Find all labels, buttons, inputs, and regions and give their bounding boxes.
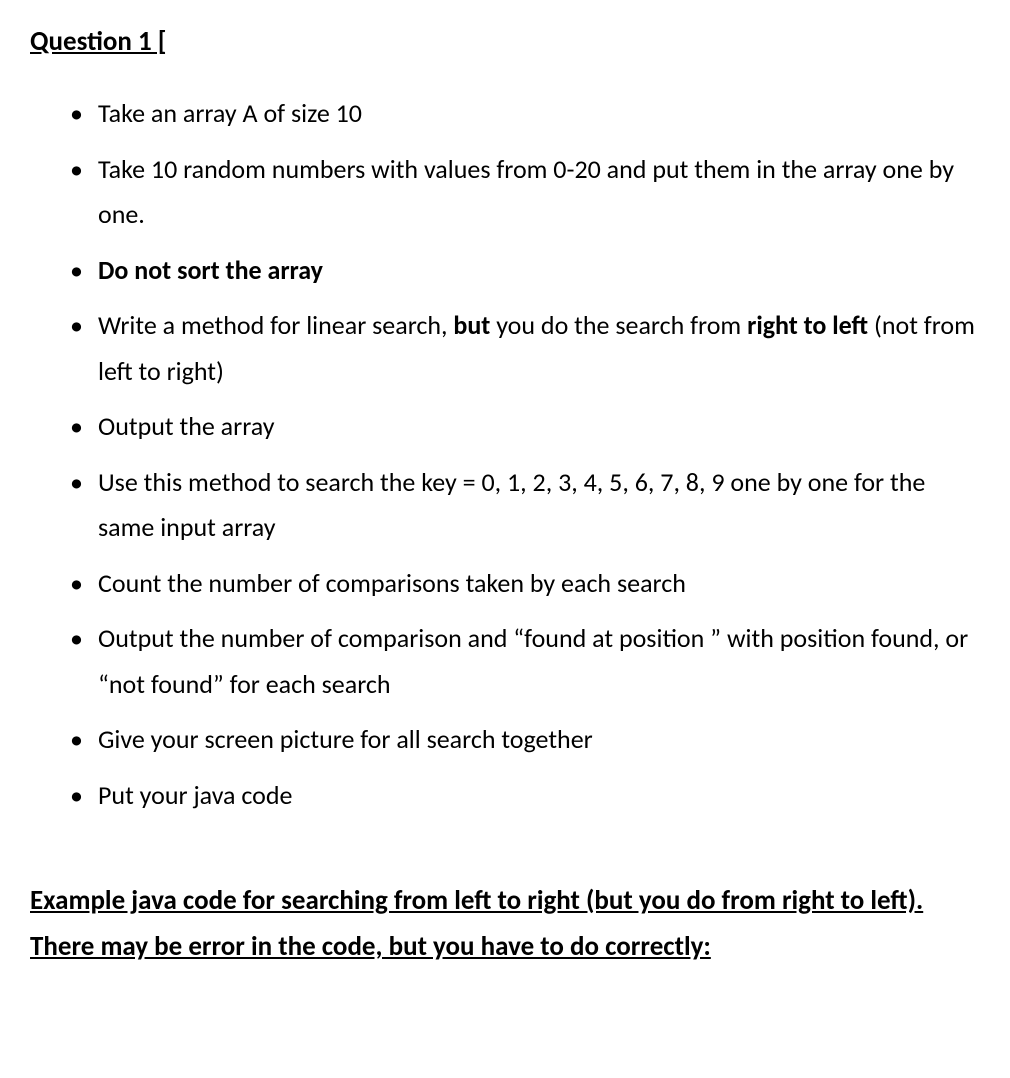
bullet-list: Take an array A of size 10 Take 10 random… — [30, 91, 980, 818]
bullet-item: Put your java code — [70, 773, 980, 819]
bullet-text-segment: Count the number of comparisons taken by… — [98, 567, 686, 599]
bullet-text-segment: Use this method to search the key = 0, 1… — [98, 466, 925, 544]
bullet-text-segment: Put your java code — [98, 779, 292, 811]
bullet-text-segment: Output the number of comparison and “fou… — [98, 622, 968, 700]
bullet-text-segment: but — [453, 309, 490, 341]
bullet-text-segment: right to left — [747, 309, 868, 341]
bullet-text-segment: Take 10 random numbers with values from … — [98, 153, 954, 231]
bullet-item: Output the array — [70, 404, 980, 450]
example-heading: Example java code for searching from lef… — [30, 878, 980, 970]
bullet-text-segment: Write a method for linear search, — [98, 309, 453, 341]
bullet-item: Give your screen picture for all search … — [70, 717, 980, 763]
bullet-item: Take 10 random numbers with values from … — [70, 147, 980, 238]
bullet-item: Take an array A of size 10 — [70, 91, 980, 137]
bullet-text-segment: you do the search from — [490, 309, 747, 341]
bullet-item: Use this method to search the key = 0, 1… — [70, 460, 980, 551]
bullet-text-segment: Give your screen picture for all search … — [98, 723, 593, 755]
bullet-text-segment: Take an array A of size 10 — [98, 97, 362, 129]
bullet-text-segment: Output the array — [98, 410, 274, 442]
bullet-item: Write a method for linear search, but yo… — [70, 303, 980, 394]
bullet-item: Do not sort the array — [70, 248, 980, 294]
question-heading: Question 1 [ — [30, 20, 980, 63]
bullet-text-segment: Do not sort the array — [98, 254, 323, 286]
bullet-item: Count the number of comparisons taken by… — [70, 561, 980, 607]
bullet-item: Output the number of comparison and “fou… — [70, 616, 980, 707]
